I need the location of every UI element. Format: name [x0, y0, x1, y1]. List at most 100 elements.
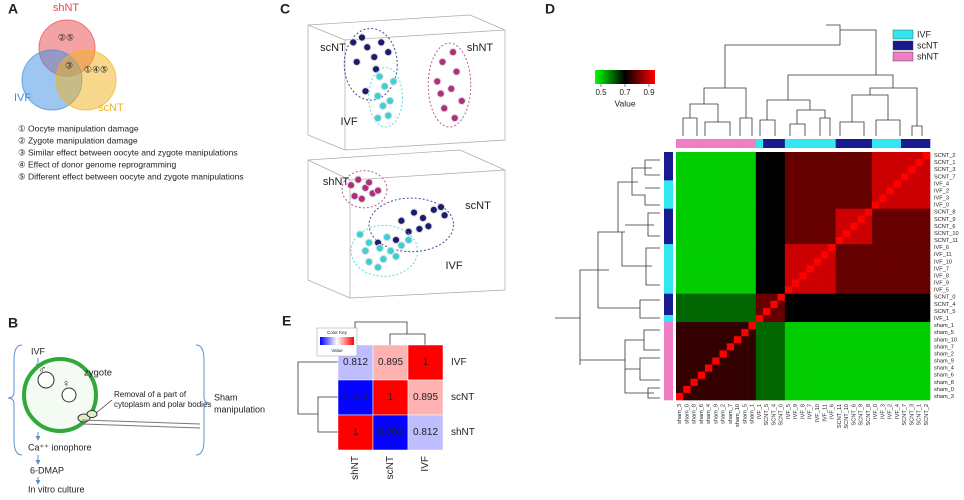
heatmap-cell	[799, 371, 807, 380]
heatmap-cell	[908, 385, 916, 394]
heatmap-cell	[726, 286, 735, 295]
heatmap-cell	[857, 194, 865, 202]
heatmap-cell	[799, 208, 807, 217]
heatmap-cell	[886, 251, 895, 259]
cluster-label: shNT	[323, 176, 350, 188]
heatmap-cell	[777, 229, 786, 238]
heatmap-cell	[705, 258, 713, 266]
heatmap-cell	[741, 173, 749, 181]
heatmap-cell	[915, 392, 924, 401]
heatmap-cell	[871, 244, 880, 252]
heatmap-cell	[908, 244, 916, 252]
heatmap-cell	[726, 329, 735, 337]
col-group-bar	[748, 139, 757, 148]
point	[450, 113, 459, 123]
row-label: IVF_4	[934, 181, 949, 187]
heatmap-cell	[755, 307, 764, 316]
row-label: IVF_3	[934, 196, 949, 202]
heatmap-cell	[763, 215, 771, 224]
heatmap-cell	[871, 286, 880, 295]
heatmap-cell	[821, 307, 829, 316]
col-label: SCNT_1	[917, 404, 923, 425]
heatmap-cell	[871, 322, 880, 330]
heatmap-cell	[821, 187, 829, 195]
col-label: SCNT_3	[909, 404, 915, 425]
point	[352, 57, 361, 67]
heatmap-cell	[734, 371, 742, 380]
heatmap-cell	[842, 293, 851, 302]
heatmap-cell	[697, 208, 706, 217]
heatmap-cell	[784, 314, 793, 323]
heatmap-cell	[697, 173, 706, 181]
heatmap-cell	[755, 229, 764, 238]
heatmap-cell	[813, 279, 822, 287]
heatmap-cell	[770, 343, 778, 351]
heatmap-cell	[372, 414, 409, 451]
heatmap-cell	[770, 194, 778, 202]
heatmap-cell	[705, 357, 713, 365]
row-group-bar	[664, 194, 673, 202]
heatmap-cell	[337, 414, 374, 451]
col-label: IVF_6	[830, 404, 836, 419]
heatmap-cell	[719, 215, 728, 224]
removal-text: Removal of a part of	[114, 390, 187, 399]
heatmap-cell	[922, 173, 931, 181]
heatmap-cell	[726, 314, 735, 323]
heatmap-cell	[748, 322, 757, 330]
heatmap-cell	[835, 208, 844, 217]
heatmap-cell	[835, 237, 844, 245]
heatmap-cell	[741, 194, 749, 202]
heatmap-cell	[792, 208, 800, 217]
heatmap-cell	[683, 237, 691, 245]
row-label: SCNT_11	[934, 238, 958, 244]
row-group-bar	[664, 392, 673, 401]
heatmap-cell	[712, 307, 720, 316]
heatmap-cell	[799, 322, 807, 330]
heatmap-cell	[683, 152, 691, 160]
heatmap-cell	[683, 187, 691, 195]
heatmap-cell	[886, 272, 895, 280]
heatmap-cell	[922, 329, 931, 337]
cluster-outline	[341, 170, 388, 209]
heatmap-cell	[726, 173, 735, 181]
heatmap-cell	[690, 215, 699, 224]
heatmap-cell	[806, 244, 815, 252]
heatmap-cell	[799, 251, 807, 259]
heatmap-cell	[719, 357, 728, 365]
heatmap-cell	[748, 244, 757, 252]
heatmap-cell	[821, 385, 829, 394]
heatmap-cell	[763, 307, 771, 316]
key-tick-label: 0.7	[619, 88, 631, 97]
heatmap-cell	[871, 336, 880, 344]
heatmap-cell	[792, 180, 800, 188]
heatmap-cell	[900, 244, 909, 252]
heatmap-cell	[777, 286, 786, 295]
heatmap-cell	[719, 371, 728, 380]
heatmap-cell	[741, 251, 749, 259]
heatmap-cell	[683, 385, 691, 394]
row-group-bar	[664, 173, 673, 181]
heatmap-cell	[741, 215, 749, 224]
heatmap-cell	[864, 272, 873, 280]
point	[384, 48, 393, 57]
heatmap-cell	[734, 314, 742, 323]
heatmap-cell	[821, 293, 829, 302]
cluster-label: IVF	[340, 116, 357, 128]
heatmap-cell	[726, 180, 735, 188]
heatmap-cell	[784, 201, 793, 209]
heatmap-cell	[748, 371, 757, 380]
heatmap-cell	[719, 392, 728, 401]
heatmap-cell	[821, 180, 829, 188]
heatmap-cell	[697, 201, 706, 209]
row-group-bar	[664, 293, 673, 302]
heatmap-cell	[712, 322, 720, 330]
heatmap-cell	[835, 329, 844, 337]
heatmap-cell	[697, 364, 706, 372]
heatmap-cell	[886, 350, 895, 358]
row-group-bar	[664, 371, 673, 380]
row-group-bar	[664, 286, 673, 295]
row-label: SCNT_0	[934, 295, 955, 301]
heatmap-cell	[683, 194, 691, 202]
heatmap-cell	[799, 272, 807, 280]
heatmap-cell	[806, 173, 815, 181]
